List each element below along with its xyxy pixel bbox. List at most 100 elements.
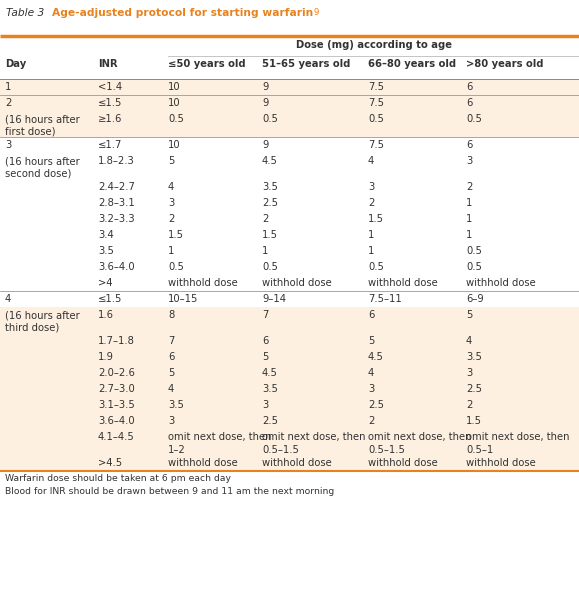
Text: 1: 1	[262, 246, 269, 256]
Text: 7.5–11: 7.5–11	[368, 294, 402, 304]
Text: 51–65 years old: 51–65 years old	[262, 59, 350, 69]
Text: 1: 1	[5, 82, 12, 92]
Text: 1.6: 1.6	[98, 310, 114, 320]
Bar	[0, 79, 579, 95]
Bar	[0, 227, 579, 243]
Text: >4.5: >4.5	[98, 458, 122, 468]
Text: 3.2–3.3: 3.2–3.3	[98, 214, 135, 224]
Text: 10–15: 10–15	[168, 294, 199, 304]
Text: 2: 2	[5, 98, 12, 108]
Bar	[0, 333, 579, 349]
Text: Blood for INR should be drawn between 9 and 11 am the next morning: Blood for INR should be drawn between 9 …	[5, 487, 334, 496]
Text: 3.4: 3.4	[98, 230, 113, 240]
Text: 2: 2	[168, 214, 174, 224]
Text: 1.7–1.8: 1.7–1.8	[98, 336, 135, 346]
Text: withhold dose: withhold dose	[168, 278, 238, 288]
Text: 3.5: 3.5	[262, 182, 278, 192]
Text: 9: 9	[314, 8, 320, 17]
Text: omit next dose, then
1–2: omit next dose, then 1–2	[168, 432, 272, 455]
Text: 2: 2	[466, 182, 472, 192]
Text: 3: 3	[466, 156, 472, 166]
Text: 6: 6	[466, 82, 472, 92]
Text: withhold dose: withhold dose	[466, 458, 536, 468]
Text: 4.5: 4.5	[262, 368, 278, 378]
Text: 3: 3	[5, 140, 11, 150]
Text: 10: 10	[168, 98, 181, 108]
Text: 3: 3	[368, 384, 374, 394]
Text: 2.4–2.7: 2.4–2.7	[98, 182, 135, 192]
Text: (16 hours after
first dose): (16 hours after first dose)	[5, 114, 80, 137]
Text: 1.5: 1.5	[466, 416, 482, 426]
Text: 7.5: 7.5	[368, 98, 384, 108]
Text: <1.4: <1.4	[98, 82, 122, 92]
Text: 2.5: 2.5	[262, 198, 278, 208]
Text: 2.5: 2.5	[368, 400, 384, 410]
Text: 1.9: 1.9	[98, 352, 114, 362]
Text: 0.5: 0.5	[466, 114, 482, 124]
Text: 3.5: 3.5	[98, 246, 114, 256]
Text: 2: 2	[262, 214, 269, 224]
Bar	[0, 413, 579, 429]
Text: 9: 9	[262, 140, 269, 150]
Text: 66–80 years old: 66–80 years old	[368, 59, 456, 69]
Text: 5: 5	[466, 310, 472, 320]
Text: 1: 1	[466, 198, 472, 208]
Text: 8: 8	[168, 310, 174, 320]
Bar	[0, 137, 579, 153]
Bar	[0, 153, 579, 179]
Text: 2.5: 2.5	[466, 384, 482, 394]
Text: 5: 5	[368, 336, 375, 346]
Text: 3.5: 3.5	[168, 400, 184, 410]
Text: 2: 2	[368, 416, 375, 426]
Text: withhold dose: withhold dose	[168, 458, 238, 468]
Text: 0.5: 0.5	[262, 262, 278, 272]
Text: 7.5: 7.5	[368, 140, 384, 150]
Text: omit next dose, then
0.5–1: omit next dose, then 0.5–1	[466, 432, 570, 455]
Text: 6: 6	[466, 98, 472, 108]
Text: 3: 3	[168, 198, 174, 208]
Text: ≤1.5: ≤1.5	[98, 98, 122, 108]
Text: 10: 10	[168, 140, 181, 150]
Text: 3: 3	[168, 416, 174, 426]
Text: 7: 7	[168, 336, 174, 346]
Bar	[0, 429, 579, 455]
Text: 9–14: 9–14	[262, 294, 286, 304]
Bar	[0, 275, 579, 291]
Text: 0.5: 0.5	[466, 262, 482, 272]
Bar	[0, 365, 579, 381]
Text: 1: 1	[168, 246, 174, 256]
Text: 1.8–2.3: 1.8–2.3	[98, 156, 135, 166]
Bar	[0, 195, 579, 211]
Text: 0.5: 0.5	[168, 114, 184, 124]
Text: 2: 2	[466, 400, 472, 410]
Text: 3: 3	[368, 182, 374, 192]
Text: 3.5: 3.5	[466, 352, 482, 362]
Text: 2.5: 2.5	[262, 416, 278, 426]
Text: 4: 4	[368, 368, 374, 378]
Text: withhold dose: withhold dose	[368, 278, 438, 288]
Text: 2.8–3.1: 2.8–3.1	[98, 198, 135, 208]
Bar	[0, 349, 579, 365]
Text: ≥1.6: ≥1.6	[98, 114, 122, 124]
Text: (16 hours after
third dose): (16 hours after third dose)	[5, 310, 80, 333]
Text: 4: 4	[168, 384, 174, 394]
Text: 1: 1	[466, 214, 472, 224]
Text: ≤1.5: ≤1.5	[98, 294, 122, 304]
Text: Dose (mg) according to age: Dose (mg) according to age	[295, 40, 452, 50]
Text: 6: 6	[466, 140, 472, 150]
Bar	[0, 95, 579, 111]
Bar	[0, 397, 579, 413]
Text: ≤50 years old: ≤50 years old	[168, 59, 245, 69]
Text: 1: 1	[368, 246, 375, 256]
Text: 9: 9	[262, 98, 269, 108]
Text: Age-adjusted protocol for starting warfarin: Age-adjusted protocol for starting warfa…	[52, 8, 313, 18]
Text: 4: 4	[466, 336, 472, 346]
Text: 0.5: 0.5	[262, 114, 278, 124]
Text: Warfarin dose should be taken at 6 pm each day: Warfarin dose should be taken at 6 pm ea…	[5, 474, 231, 483]
Text: INR: INR	[98, 59, 118, 69]
Text: 9: 9	[262, 82, 269, 92]
Text: 5: 5	[168, 156, 174, 166]
Text: 0.5: 0.5	[168, 262, 184, 272]
Bar	[0, 381, 579, 397]
Bar	[0, 243, 579, 259]
